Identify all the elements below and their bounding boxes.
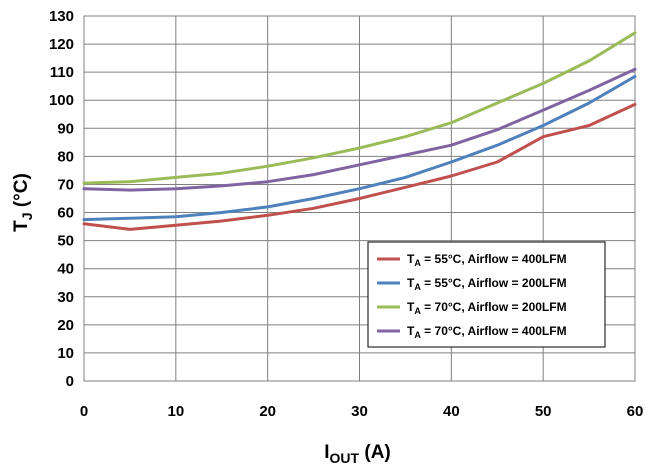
series-line-4 xyxy=(82,67,637,192)
y-tick-label: 120 xyxy=(49,36,74,53)
y-tick-label: 90 xyxy=(57,120,74,137)
y-axis-ticks: 0 10 20 30 40 50 60 70 80 90 100 110 120 130 xyxy=(49,8,74,390)
y-axis-title-sub: J xyxy=(19,212,35,220)
y-axis-title-unit: (°C) xyxy=(11,173,32,212)
y-tick-label: 30 xyxy=(57,289,74,306)
series-line-1 xyxy=(82,102,637,231)
x-tick-label: 10 xyxy=(167,403,184,420)
y-tick-label: 70 xyxy=(57,176,74,193)
x-tick-label: 50 xyxy=(535,403,552,420)
legend-label-2: TA = 55°C, Airflow = 200LFM xyxy=(407,276,567,292)
x-axis-title: IOUT (A) xyxy=(324,442,391,466)
legend-label-4: TA = 70°C, Airflow = 400LFM xyxy=(407,324,567,340)
y-tick-label: 20 xyxy=(57,317,74,334)
y-tick-label: 80 xyxy=(57,148,74,165)
legend-box xyxy=(367,241,606,348)
y-tick-label: 100 xyxy=(49,92,74,109)
legend-label-3: TA = 70°C, Airflow = 200LFM xyxy=(407,300,567,316)
y-tick-label: 0 xyxy=(66,373,74,390)
y-tick-label: 60 xyxy=(57,205,74,222)
x-tick-label: 20 xyxy=(259,403,276,420)
y-tick-label: 130 xyxy=(49,8,74,25)
y-axis-title: TJ (°C) xyxy=(11,173,35,232)
series-line-2 xyxy=(82,74,637,222)
x-axis-title-sub: OUT xyxy=(330,450,360,466)
x-tick-label: 30 xyxy=(351,403,368,420)
x-axis-title-unit: (A) xyxy=(359,442,391,463)
y-tick-label: 10 xyxy=(57,345,74,362)
y-tick-label: 50 xyxy=(57,233,74,250)
legend-label-1: TA = 55°C, Airflow = 400LFM xyxy=(407,252,567,268)
y-axis-title-main: T xyxy=(11,220,32,232)
x-tick-label: 60 xyxy=(627,403,644,420)
y-tick-label: 40 xyxy=(57,261,74,278)
x-axis-ticks: 0 10 20 30 40 50 60 xyxy=(80,403,644,420)
x-tick-label: 40 xyxy=(443,403,460,420)
plot-frame xyxy=(83,15,636,382)
x-tick-label: 0 xyxy=(80,403,88,420)
legend: TA = 55°C, Airflow = 400LFM TA = 55°C, Ai… xyxy=(367,241,606,348)
x-axis-title-main: I xyxy=(324,442,329,463)
y-tick-label: 110 xyxy=(50,64,74,81)
series-line-3 xyxy=(82,31,637,185)
series-group xyxy=(82,31,637,231)
legend-items: TA = 55°C, Airflow = 400LFM TA = 55°C, Ai… xyxy=(377,252,567,340)
